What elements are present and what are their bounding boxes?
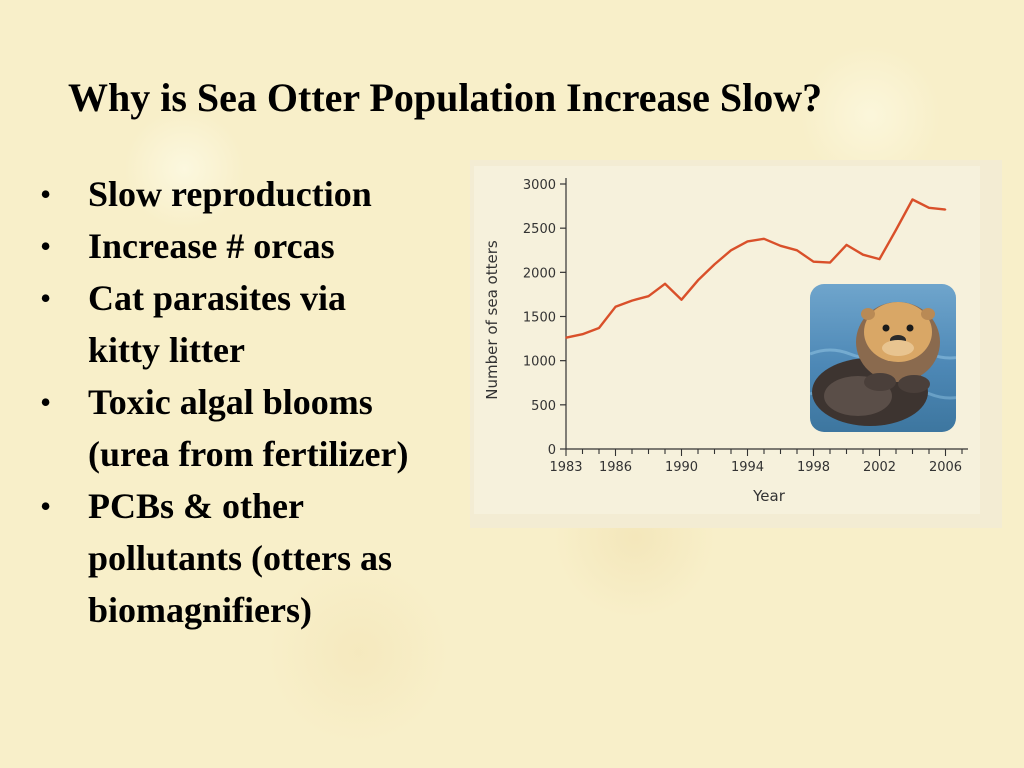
data-point (598, 327, 600, 329)
y-tick-label: 2500 (523, 222, 556, 237)
data-point (895, 229, 897, 231)
y-tick-label: 1500 (523, 311, 556, 326)
series-line (565, 198, 946, 339)
bullet-item: • Increase # orcas (40, 220, 480, 272)
data-point (763, 238, 765, 240)
data-point (862, 253, 864, 256)
bullet-text: kitty litter (88, 330, 245, 370)
data-point (845, 244, 848, 246)
y-tick-label: 500 (531, 399, 556, 414)
bullet-item: • Toxic algal blooms (urea from fertilizer… (40, 376, 480, 480)
bullet-text: Toxic algal blooms (88, 382, 373, 422)
bullet-text: (urea from fertilizer) (88, 434, 409, 474)
data-point (746, 240, 749, 243)
y-tick-label: 1000 (523, 355, 556, 370)
x-tick-label: 1986 (599, 460, 632, 475)
bullet-dot: • (40, 384, 52, 420)
bullet-item: • PCBs & other pollutants (otters as biomag… (40, 480, 480, 636)
x-tick-label: 2002 (863, 460, 896, 475)
data-point (796, 249, 798, 252)
bullet-dot: • (40, 176, 52, 212)
data-point (928, 207, 930, 209)
data-point (944, 208, 947, 211)
data-point (631, 299, 633, 302)
sea-otter-photo (810, 284, 956, 432)
x-tick-label: 1990 (665, 460, 698, 475)
x-tick-label: 1994 (731, 460, 764, 475)
data-point (911, 198, 914, 201)
bullet-dot: • (40, 228, 52, 264)
data-point (581, 333, 584, 335)
data-point (812, 260, 815, 263)
data-point (565, 336, 567, 339)
slide-title: Why is Sea Otter Population Increase Slo… (68, 75, 823, 120)
bullet-item: • Slow reproduction (40, 168, 480, 220)
sea-otter-image (810, 302, 956, 426)
y-axis-label: Number of sea otters (483, 240, 501, 400)
data-point (878, 258, 881, 260)
data-point (697, 279, 699, 282)
bullet-dot: • (40, 488, 52, 524)
x-tick-label: 1998 (797, 460, 830, 475)
chart-figure: 0 500 1000 1500 2000 2500 3000 1983 1986 1990 1994… (470, 160, 1002, 528)
bullet-text: Increase # orcas (88, 226, 335, 266)
y-tick-label: 3000 (523, 178, 556, 193)
bullet-dot: • (40, 280, 52, 316)
bullet-text: PCBs & other (88, 486, 304, 526)
bullet-list: • Slow reproduction • Increase # orcas • Cat … (40, 168, 480, 636)
data-point (614, 306, 617, 308)
x-tick-label: 2006 (929, 460, 962, 475)
data-point (779, 245, 782, 247)
x-tick-label: 1983 (549, 460, 582, 475)
data-point (647, 295, 650, 297)
x-axis-label: Year (752, 487, 786, 505)
bullet-text: pollutants (otters as (88, 538, 392, 578)
data-point (730, 249, 732, 252)
data-point (829, 261, 831, 264)
bullet-text: biomagnifiers) (88, 590, 312, 630)
y-tick-label: 0 (548, 443, 556, 458)
bullet-text: Cat parasites via (88, 278, 346, 318)
data-point (680, 298, 683, 301)
y-tick-label: 2000 (523, 266, 556, 281)
bullet-text: Slow reproduction (88, 174, 372, 214)
bullet-item: • Cat parasites via kitty litter (40, 272, 480, 376)
data-point (664, 283, 666, 285)
data-point (713, 263, 716, 266)
